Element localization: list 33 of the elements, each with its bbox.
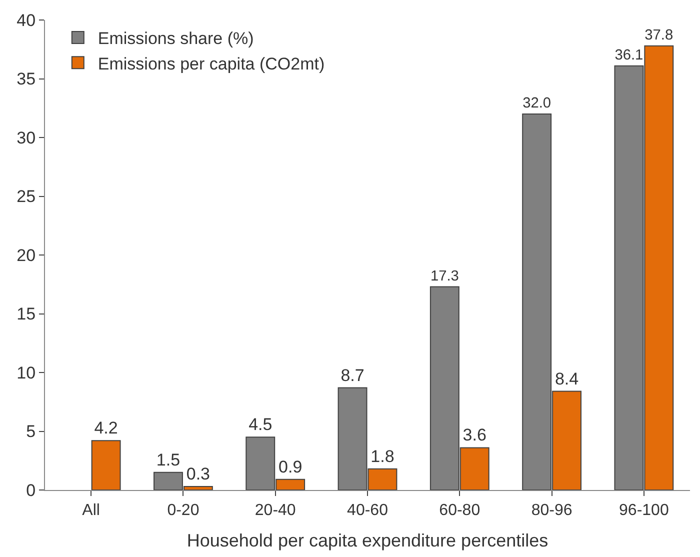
data-label: 4.2 [94, 418, 118, 438]
x-tick-label: 40-60 [347, 502, 388, 520]
x-tick-label: 20-40 [254, 502, 296, 520]
y-tick-label: 30 [16, 128, 36, 148]
data-label: 3.6 [462, 426, 486, 445]
data-label: 4.5 [248, 415, 272, 434]
data-label: 37.8 [644, 27, 674, 44]
data-label: 8.7 [340, 366, 364, 385]
x-tick-label: All [82, 502, 100, 520]
x-tick-label: 0-20 [167, 502, 200, 520]
data-label: 0.3 [186, 464, 210, 484]
bar [91, 440, 121, 490]
legend-label: Emissions share (%) [98, 29, 254, 48]
x-tick-label: 96-100 [619, 502, 669, 520]
x-axis-title: Household per capita expenditure percentiles [186, 530, 548, 550]
y-tick-label: 15 [16, 304, 36, 324]
data-label: 1.5 [156, 450, 180, 470]
y-tick-label: 10 [16, 363, 36, 382]
y-tick-label: 20 [16, 246, 36, 265]
data-label: 8.4 [554, 369, 579, 388]
y-tick-label: 5 [26, 422, 36, 442]
y-tick-label: 40 [16, 10, 36, 30]
data-label: 17.3 [430, 268, 459, 284]
y-tick-label: 35 [16, 70, 36, 89]
x-tick-label: 60-80 [439, 502, 480, 520]
data-label: 0.9 [278, 457, 302, 476]
data-label: 36.1 [614, 47, 644, 64]
legend-label: Emissions per capita (CO2mt) [98, 54, 325, 74]
x-tick-label: 80-96 [531, 502, 572, 520]
data-label: 32.0 [522, 96, 552, 112]
y-tick-label: 25 [16, 187, 36, 206]
y-tick-label: 0 [26, 480, 36, 500]
data-label: 1.8 [370, 446, 394, 466]
